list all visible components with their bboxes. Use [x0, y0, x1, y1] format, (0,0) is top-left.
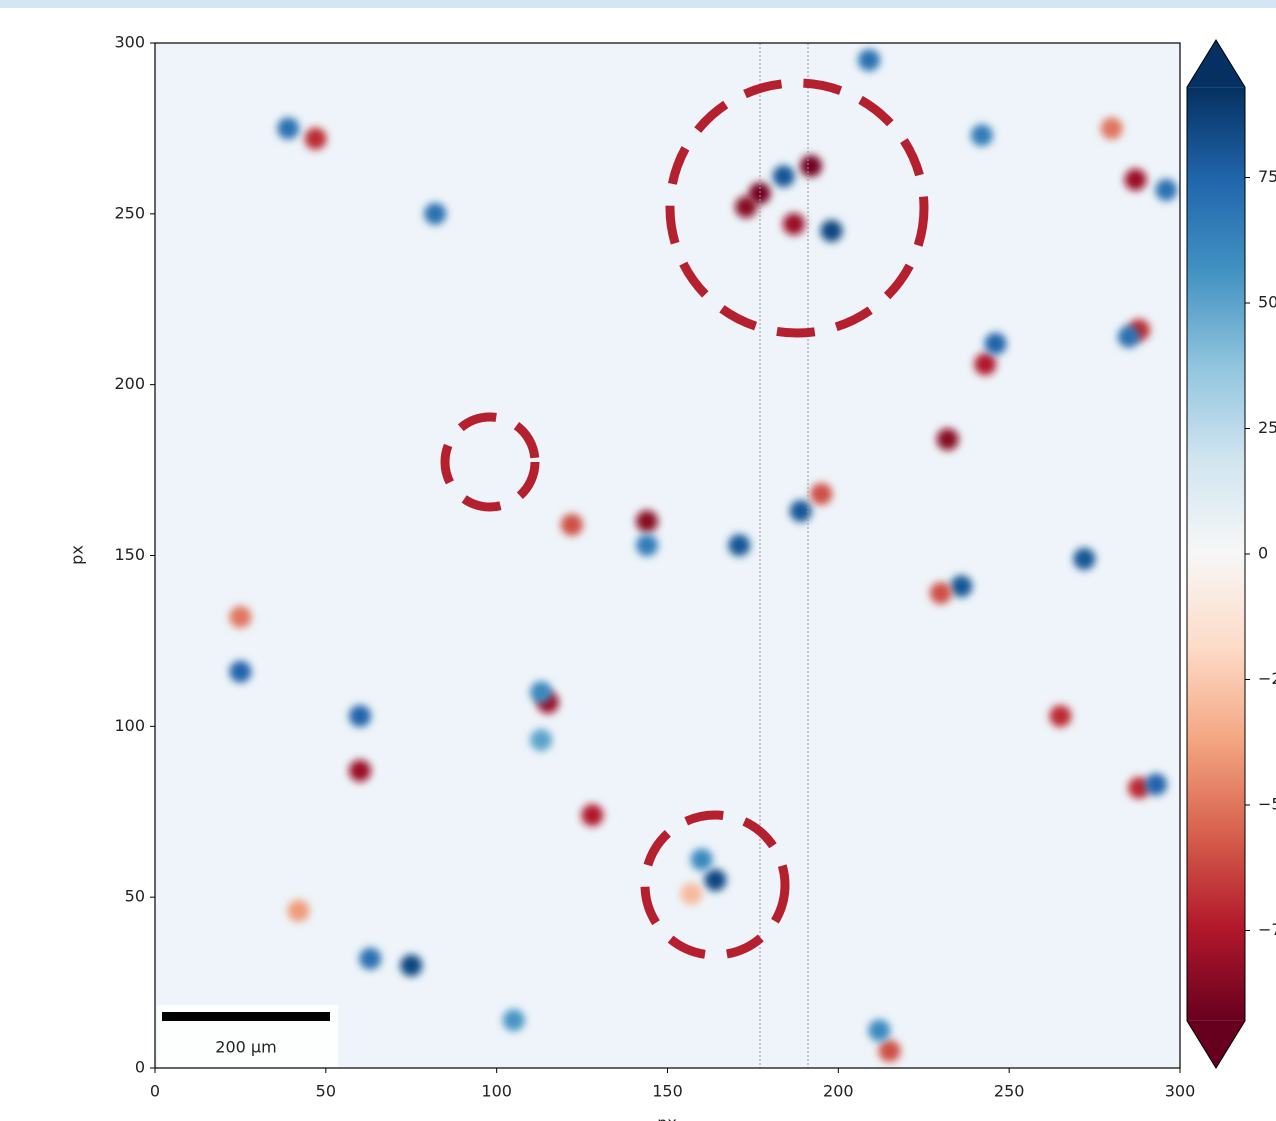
- y-tick-label: 250: [114, 203, 145, 222]
- heat-cell: [349, 705, 371, 727]
- colorbar-tick-label: 50: [1258, 293, 1276, 312]
- heat-cell: [691, 849, 713, 871]
- x-tick-label: 300: [1165, 1082, 1196, 1101]
- heat-cell: [971, 124, 993, 146]
- heat-cell: [1101, 117, 1123, 139]
- y-axis-label: px: [68, 545, 87, 565]
- y-tick-label: 150: [114, 545, 145, 564]
- heat-cell: [800, 155, 822, 177]
- heat-cell: [974, 353, 996, 375]
- colorbar-tick-label: −25: [1258, 669, 1276, 688]
- heat-cell: [858, 49, 880, 71]
- heat-cell: [985, 333, 1007, 355]
- heat-cell: [349, 760, 371, 782]
- x-axis-label: px: [657, 1114, 677, 1121]
- heat-cell: [704, 869, 726, 891]
- scale-bar-label: 200 µm: [215, 1038, 276, 1057]
- heat-cell: [636, 510, 658, 532]
- heat-cell: [1145, 773, 1167, 795]
- heat-cell: [229, 606, 251, 628]
- heat-cell: [1155, 179, 1177, 201]
- colorbar-body: [1187, 87, 1245, 1021]
- heat-cell: [868, 1019, 890, 1041]
- heat-cell: [424, 203, 446, 225]
- colorbar-tick-label: 75: [1258, 167, 1276, 186]
- x-tick-label: 0: [150, 1082, 160, 1101]
- heat-cell: [950, 575, 972, 597]
- colorbar-tick-label: −75: [1258, 920, 1276, 939]
- heat-cell: [581, 804, 603, 826]
- x-tick-label: 150: [652, 1082, 683, 1101]
- heat-cell: [1073, 548, 1095, 570]
- y-tick-label: 100: [114, 716, 145, 735]
- colorbar-tick-label: 25: [1258, 418, 1276, 437]
- heat-cell: [636, 534, 658, 556]
- heat-cell: [530, 681, 552, 703]
- heat-cell: [810, 483, 832, 505]
- heat-cell: [277, 117, 299, 139]
- y-tick-label: 50: [125, 887, 145, 906]
- heat-cell: [930, 582, 952, 604]
- y-tick-label: 300: [114, 33, 145, 52]
- heat-cell: [503, 1009, 525, 1031]
- colorbar-tick-label: −50: [1258, 795, 1276, 814]
- x-tick-label: 100: [481, 1082, 512, 1101]
- heat-cell: [1118, 326, 1140, 348]
- heat-cell: [1125, 169, 1147, 191]
- window-strip: [0, 0, 1276, 8]
- colorbar-tick-label: 0: [1258, 544, 1268, 563]
- chart: 200 µm px px 7550250−25−50−75 0501001502…: [0, 0, 1276, 1121]
- colorbar: 75 50 25 0 −25 −50 −75: [1187, 40, 1276, 1068]
- heat-cell: [735, 196, 757, 218]
- y-tick-label: 0: [135, 1058, 145, 1077]
- heat-cell: [728, 534, 750, 556]
- heat-cell: [783, 213, 805, 235]
- heat-cell: [530, 729, 552, 751]
- heat-cell: [305, 128, 327, 150]
- x-tick-label: 200: [823, 1082, 854, 1101]
- colorbar-extend-top: [1187, 40, 1245, 87]
- heat-cell: [1049, 705, 1071, 727]
- x-tick-label: 250: [994, 1082, 1025, 1101]
- heat-cell: [773, 165, 795, 187]
- page: 200 µm px px 7550250−25−50−75 0501001502…: [0, 0, 1276, 1121]
- heat-cell: [821, 220, 843, 242]
- heat-cell: [288, 900, 310, 922]
- heat-cell: [359, 948, 381, 970]
- heat-cell: [561, 514, 583, 536]
- scale-bar: [162, 1012, 330, 1021]
- x-tick-label: 50: [316, 1082, 336, 1101]
- heat-cell: [229, 661, 251, 683]
- colorbar-extend-bottom: [1187, 1021, 1245, 1068]
- heat-cell: [680, 883, 702, 905]
- y-tick-label: 200: [114, 374, 145, 393]
- heat-cell: [879, 1040, 901, 1062]
- heat-cell: [400, 955, 422, 977]
- heat-cell: [937, 428, 959, 450]
